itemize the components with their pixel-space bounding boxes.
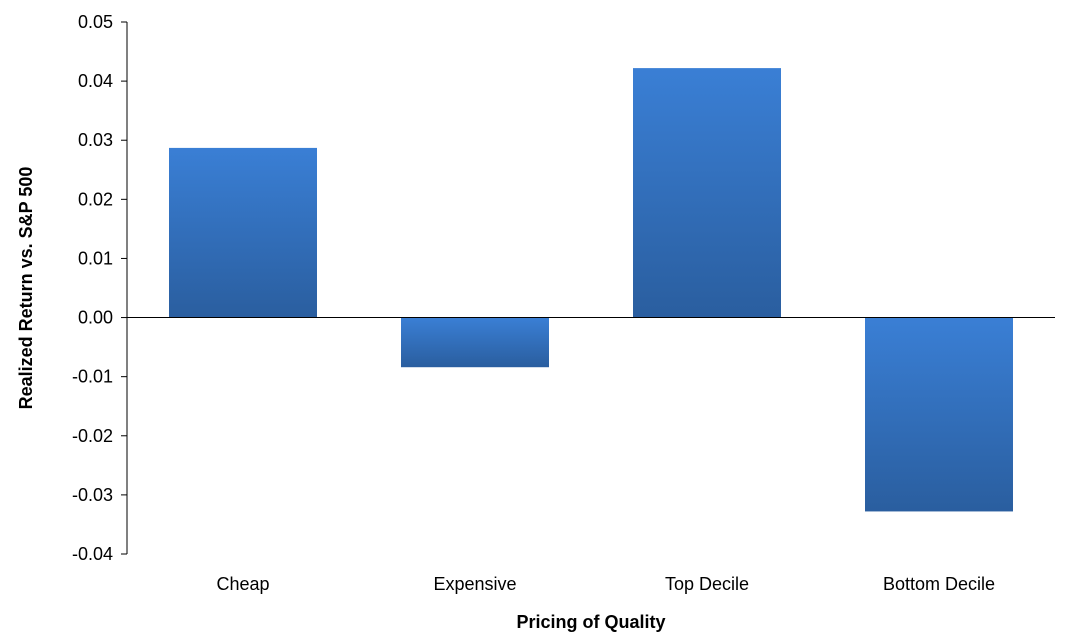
bar-cheap bbox=[169, 147, 317, 318]
plot-area: -0.04 -0.03 -0.02 -0.01 0.00 0.01 0.02 0.03 0.04… bbox=[72, 12, 1055, 594]
y-axis-ticks: -0.04 -0.03 -0.02 -0.01 0.00 0.01 0.02 0.03 0.04… bbox=[72, 12, 127, 564]
y-tick-label: 0.00 bbox=[78, 308, 113, 328]
bar-expensive bbox=[401, 317, 549, 368]
y-axis-title: Realized Return vs. S&P 500 bbox=[16, 167, 36, 410]
x-tick-label: Cheap bbox=[216, 574, 269, 594]
x-axis-title: Pricing of Quality bbox=[516, 612, 665, 632]
y-tick-label: -0.01 bbox=[72, 367, 113, 387]
x-axis-ticks: Cheap Expensive Top Decile Bottom Decile bbox=[216, 574, 995, 594]
y-tick-label: 0.04 bbox=[78, 71, 113, 91]
bar-top-decile bbox=[633, 68, 781, 318]
x-tick-label: Bottom Decile bbox=[883, 574, 995, 594]
bars bbox=[169, 68, 1013, 512]
y-tick-label: -0.02 bbox=[72, 426, 113, 446]
y-tick-label: 0.02 bbox=[78, 189, 113, 209]
y-tick-label: 0.05 bbox=[78, 12, 113, 32]
y-tick-label: -0.03 bbox=[72, 485, 113, 505]
y-tick-label: -0.04 bbox=[72, 544, 113, 564]
y-tick-label: 0.01 bbox=[78, 248, 113, 268]
bar-bottom-decile bbox=[865, 317, 1013, 512]
x-tick-label: Top Decile bbox=[665, 574, 749, 594]
y-tick-label: 0.03 bbox=[78, 130, 113, 150]
x-tick-label: Expensive bbox=[433, 574, 516, 594]
